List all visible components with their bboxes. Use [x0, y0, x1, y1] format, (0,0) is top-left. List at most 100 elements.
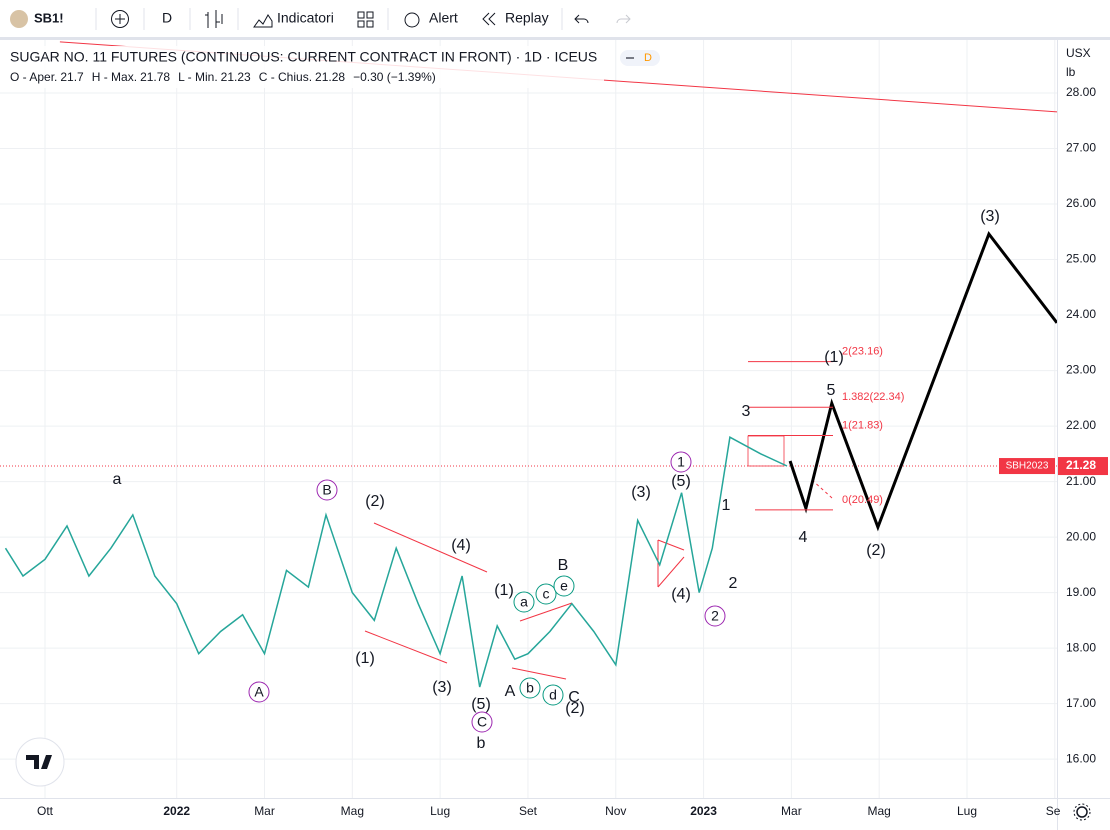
wave-label: (1) [824, 349, 844, 366]
wave-label: (4) [451, 537, 471, 554]
wave-label: (2) [565, 700, 585, 717]
wave-label: (5) [671, 473, 691, 490]
channel-line [373, 522, 488, 573]
wave-label: 3 [742, 403, 751, 420]
x-tick-label: Set [1046, 804, 1065, 818]
unit[interactable]: lb [1066, 65, 1076, 79]
wave-label: a [520, 594, 528, 610]
symbol-button[interactable]: SB1! [10, 10, 64, 28]
chart-type-button[interactable] [205, 10, 223, 28]
badge-bg [620, 50, 660, 66]
x-tick-label: Mag [868, 804, 891, 818]
layout-icon [357, 20, 365, 28]
wave-label: (3) [432, 679, 452, 696]
toolbar [0, 0, 1110, 38]
wave-label: 2 [729, 575, 738, 592]
layout-icon [357, 11, 365, 19]
wave-circle [704, 605, 726, 627]
wave-label: (2) [866, 542, 886, 559]
logo [26, 755, 52, 769]
symbol-tag-bg [999, 458, 1055, 475]
wave-label: 1 [677, 454, 685, 470]
x-tick-label: Mag [341, 804, 364, 818]
badge: D [644, 52, 652, 64]
wave-label: B [322, 482, 331, 498]
projection-dash [811, 479, 833, 499]
series-line [788, 230, 1057, 532]
y-tick-label: 21.00 [1066, 474, 1096, 488]
gear [1073, 803, 1091, 821]
tv-logo [15, 737, 65, 787]
price-tag: 21.28 [1066, 458, 1096, 472]
alert-button[interactable]: Alert [429, 10, 458, 26]
x-tick-label: Ott [37, 804, 54, 818]
y-tick-label: 24.00 [1066, 307, 1096, 321]
y-tick-label: 18.00 [1066, 640, 1096, 654]
x-tick-label: Nov [605, 804, 626, 818]
wave-circle [670, 451, 692, 473]
triangle-line [511, 667, 567, 680]
x-tick-label: 2023 [690, 804, 717, 818]
wave-label: b [477, 735, 486, 752]
add-symbol-button[interactable] [111, 10, 129, 28]
plus-icon [115, 14, 125, 24]
wave-label: (3) [980, 208, 1000, 225]
wave-label: b [526, 680, 534, 696]
wave-label: (3) [631, 484, 651, 501]
wave-label: 2 [711, 608, 719, 624]
y-tick-label: 22.00 [1066, 418, 1096, 432]
wave-label: d [549, 687, 557, 703]
replay-button[interactable]: Replay [505, 10, 549, 26]
logo-bg [15, 737, 65, 787]
y-tick-label: 26.00 [1066, 196, 1096, 210]
wave-circle [248, 681, 270, 703]
wave-circle [513, 591, 535, 613]
currency[interactable]: USX [1066, 46, 1091, 60]
y-tick-label: 23.00 [1066, 363, 1096, 377]
ohlc-low: 21.23 [221, 70, 251, 84]
alert-icon[interactable] [404, 12, 420, 28]
layout-icon [366, 20, 374, 28]
plus-icon [111, 10, 129, 28]
fib-label: 2(23.16) [842, 346, 883, 358]
wave-label: C [568, 689, 580, 706]
x-tick-label: Set [519, 804, 538, 818]
ohlc-open-label: O - Aper. [10, 70, 57, 84]
plot: 2(23.16) 1.382(22.34) 1(21.83) 0(20.49) a B A (… [0, 41, 1057, 752]
y-tick-label: 25.00 [1066, 252, 1096, 266]
symbol-tag: SBH2023 [1006, 461, 1049, 472]
wave-circle [553, 575, 575, 597]
fib-label: 0(20.49) [842, 494, 883, 506]
wave-circle [535, 583, 557, 605]
time-axis: Ott 2022 Mar Mag Lug Set Nov 2023 Mar Mag Lug Set [37, 804, 1065, 818]
wave-circle [542, 684, 564, 706]
wave-label: a [113, 471, 122, 488]
settings-button[interactable] [1073, 803, 1091, 821]
chart-title: SUGAR NO. 11 FUTURES (CONTINUOUS: CURREN… [10, 49, 597, 65]
indicators-icon[interactable] [253, 14, 273, 28]
wave-label: (2) [365, 493, 385, 510]
wave-label: 5 [827, 382, 836, 399]
indicators-button[interactable]: Indicatori [277, 10, 334, 26]
y-tick-label: 17.00 [1066, 696, 1096, 710]
interval-button[interactable]: D [162, 10, 172, 26]
symbol: SB1! [34, 10, 64, 25]
ohlc-high: 21.78 [140, 70, 170, 84]
layout-button[interactable] [357, 11, 374, 28]
wave-label: A [254, 684, 264, 700]
ohlc-close: 21.28 [315, 70, 345, 84]
wave-label: c [543, 586, 550, 602]
y-tick-label: 20.00 [1066, 529, 1096, 543]
symbol-icon [10, 10, 28, 28]
ohlc-close-label: C - Chius. [259, 70, 312, 84]
wave-label: 4 [799, 529, 808, 546]
ohlc-high-label: H - Max. [92, 70, 137, 84]
redo-button[interactable] [616, 14, 631, 24]
undo-button[interactable] [574, 14, 589, 24]
triangle-line [519, 602, 573, 622]
x-tick-label: Lug [957, 804, 977, 818]
replay-icon[interactable] [482, 12, 496, 26]
wave-label: (5) [471, 696, 491, 713]
triangle-line [657, 539, 685, 588]
